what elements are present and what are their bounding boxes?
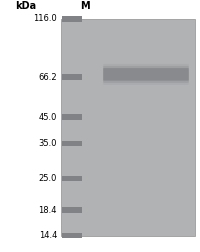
Bar xyxy=(62,141,82,146)
Bar xyxy=(62,176,82,181)
Bar xyxy=(62,74,82,80)
Text: 18.4: 18.4 xyxy=(38,206,57,215)
Text: 66.2: 66.2 xyxy=(38,73,57,82)
FancyBboxPatch shape xyxy=(103,64,189,85)
Bar xyxy=(62,16,82,22)
Bar xyxy=(61,19,195,236)
Text: 35.0: 35.0 xyxy=(38,139,57,148)
Bar xyxy=(62,233,82,238)
Bar xyxy=(62,207,82,213)
Text: 116.0: 116.0 xyxy=(33,14,57,23)
Bar xyxy=(62,114,82,120)
Text: 25.0: 25.0 xyxy=(39,174,57,183)
FancyBboxPatch shape xyxy=(103,66,189,83)
FancyBboxPatch shape xyxy=(103,68,189,81)
Text: 14.4: 14.4 xyxy=(39,231,57,240)
Text: M: M xyxy=(80,1,90,11)
Text: 45.0: 45.0 xyxy=(39,113,57,122)
Text: kDa: kDa xyxy=(15,1,37,11)
